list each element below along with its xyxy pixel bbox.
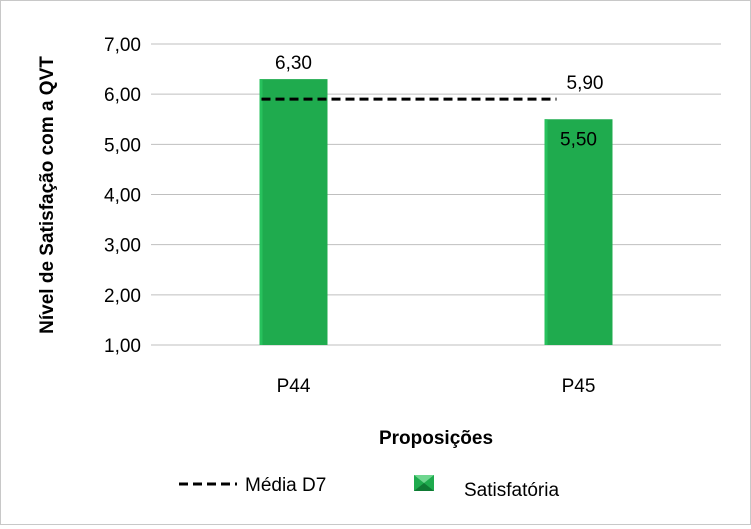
legend-label-media-d7: Média D7 <box>245 475 326 496</box>
legend-label-satisfatoria: Satisfatória <box>464 480 559 501</box>
legend: Média D7 Satisfatória <box>179 475 559 501</box>
legend-bar-swatch-icon <box>414 475 434 491</box>
y-axis-title: Nível de Satisfação com a QVT <box>37 56 58 334</box>
y-tick-label: 1,00 <box>104 336 141 357</box>
average-line-data-label: 5,90 <box>567 73 604 94</box>
y-tick-label: 7,00 <box>104 35 141 56</box>
y-tick-label: 6,00 <box>104 85 141 106</box>
x-tick-label: P44 <box>277 376 311 397</box>
bar-series <box>259 79 613 345</box>
bar-highlight <box>259 79 263 345</box>
x-tick-label: P45 <box>562 376 596 397</box>
bar <box>544 119 613 345</box>
bar <box>259 79 328 345</box>
y-tick-label: 3,00 <box>104 236 141 257</box>
x-axis-title: Proposições <box>379 428 493 449</box>
bar-data-label: 5,50 <box>560 129 597 150</box>
y-tick-label: 5,00 <box>104 135 141 156</box>
gridlines <box>151 43 721 346</box>
data-labels: 6,30 5,50 5,90 <box>275 53 603 150</box>
y-tick-label: 2,00 <box>104 286 141 307</box>
x-axis-tick-labels: P44 P45 <box>277 376 596 397</box>
bar-highlight <box>544 119 548 345</box>
y-axis-tick-labels: 1,00 2,00 3,00 4,00 5,00 6,00 7,00 <box>104 35 141 357</box>
y-tick-label: 4,00 <box>104 186 141 207</box>
bar-data-label: 6,30 <box>275 53 312 74</box>
